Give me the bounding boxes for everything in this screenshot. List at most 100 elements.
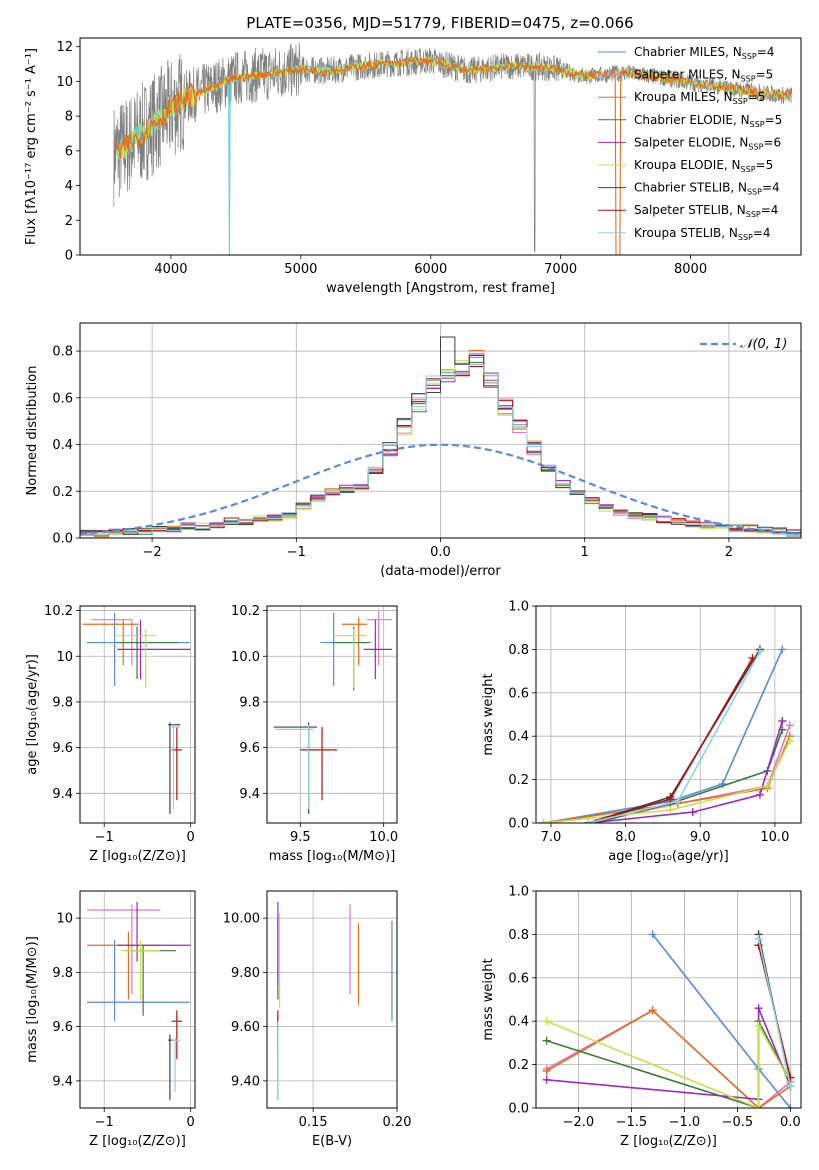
tick-label-y: 10.0 [231, 650, 260, 665]
weight-marker [539, 819, 548, 823]
legend-label: Salpeter MILES, NSSP=5 [634, 68, 773, 84]
panel-residuals: −2 −1 0.0 1 2 0.0 0.2 0.4 0.6 0.8 (data-model)/err… [25, 322, 802, 579]
errorbar-point [168, 722, 181, 814]
errorbar-point [125, 945, 176, 1016]
tick-label-x: 0.0 [430, 545, 451, 560]
weight-line [543, 649, 784, 823]
weight-marker [754, 1004, 763, 1013]
tick-label-y: 4 [65, 179, 73, 194]
tick-label-x: 6000 [414, 262, 447, 277]
tick-label-y: 10.2 [231, 604, 260, 619]
legend-entry: Salpeter ELODIE, NSSP=6 [598, 135, 781, 151]
weight-line [546, 1007, 792, 1101]
tick-label-x: 9.0 [690, 830, 711, 845]
axes-frame [266, 605, 398, 824]
tick-label-x: −1 [95, 1115, 114, 1130]
axis-label-y: age [log₁₀(age/yr)] [25, 654, 40, 775]
tick-label-x: 2 [725, 545, 733, 560]
axis-label-y: mass weight [481, 673, 496, 755]
figure-title: PLATE=0356, MJD=51779, FIBERID=0475, z=0… [246, 14, 633, 32]
tick-label-x: −1.0 [669, 1115, 701, 1130]
weight-marker [778, 645, 787, 654]
tick-label-y: 9.4 [52, 787, 73, 802]
weight-line [546, 1020, 792, 1108]
tick-label-x: −1 [287, 545, 306, 560]
tick-label-x: 4000 [154, 262, 187, 277]
weight-marker [754, 934, 763, 943]
weight-marker [755, 647, 764, 656]
tick-label-x: −0.5 [722, 1115, 754, 1130]
tick-label-x: 5000 [284, 262, 317, 277]
tick-label-y: 8 [65, 110, 73, 125]
legend-entry: Chabrier STELIB, NSSP=4 [598, 181, 780, 197]
tick-label-y: 2 [65, 214, 73, 229]
weight-marker [648, 930, 657, 939]
tick-label-y: 9.8 [52, 966, 73, 981]
tick-label-y: 9.4 [239, 787, 260, 802]
tick-label-x: 0.15 [299, 1115, 328, 1130]
legend-entry: Kroupa STELIB, NSSP=4 [598, 226, 771, 242]
tick-label-x: 8000 [674, 262, 707, 277]
errorbar-point [169, 724, 181, 810]
tick-label-y: 0.8 [52, 345, 73, 360]
axis-label-x: Z [log₁₀(Z/Z⊙)] [89, 849, 186, 864]
errorbar-point [112, 628, 157, 689]
weight-marker [786, 1104, 795, 1108]
legend-entry: Chabrier ELODIE, NSSP=5 [598, 113, 782, 129]
weight-marker [542, 1017, 551, 1026]
axes-frame [79, 890, 196, 1109]
weight-marker [666, 795, 675, 804]
tick-label-x: −1 [95, 830, 114, 845]
normal-curve [80, 443, 801, 535]
tick-label-y: 6 [65, 144, 73, 159]
axis-label-x: E(B-V) [312, 1134, 352, 1149]
axis-label-x: (data-model)/error [380, 564, 501, 579]
tick-label-y: 0.8 [508, 643, 529, 658]
tick-label-y: 0.0 [508, 817, 529, 832]
errorbar-point [273, 722, 317, 814]
panel-spectrum: 4000 5000 6000 7000 8000 0 2 4 6 8 10 12 wavelength … [24, 37, 802, 296]
tick-label-y: 9.6 [52, 1020, 73, 1035]
histogram-series [80, 364, 801, 536]
weight-marker [673, 797, 682, 806]
errorbar-point [363, 619, 392, 680]
panel-weight_vs_Z: −2.0 −1.5 −1.0 −0.5 0.0 0.0 0.2 0.4 0.6 0.8 1.0 Z [… [481, 885, 802, 1149]
tick-label-y: 10 [56, 75, 73, 90]
tick-label-y: 10 [56, 650, 73, 665]
plot-area [273, 610, 392, 814]
tick-label-y: 0.4 [52, 438, 73, 453]
weight-marker [786, 1082, 795, 1091]
weight-marker [748, 654, 757, 663]
tick-label-y: 10 [56, 912, 73, 927]
tick-label-y: 9.6 [52, 741, 73, 756]
legend-entry: Salpeter MILES, NSSP=5 [598, 68, 773, 84]
panel-mass_vs_EBV: 0.15 0.20 9.40 9.60 9.80 10.00 E(B-V) [223, 890, 411, 1149]
errorbar-point [342, 617, 367, 666]
tick-label-x: 1 [581, 545, 589, 560]
tick-label-y: 12 [56, 40, 73, 55]
tick-label-y: 0.2 [52, 485, 73, 500]
axes-frame [79, 37, 802, 256]
weight-marker [755, 790, 764, 799]
weight-marker [785, 736, 794, 745]
plot-area [542, 930, 795, 1108]
legend-entry: Kroupa ELODIE, NSSP=5 [598, 158, 773, 174]
panel-age_vs_mass: 9.5 10.0 9.4 9.6 9.8 10.0 10.2 mass [log₁₀(M/M⊙… [231, 604, 398, 864]
weight-marker [778, 717, 787, 726]
tick-label-x: 10.0 [369, 830, 398, 845]
errorbar-point [333, 628, 367, 689]
tick-label-x: −2 [143, 545, 162, 560]
errorbar-point [86, 931, 161, 1000]
axis-label-y: mass [log₁₀(M/M⊙)] [25, 936, 40, 1063]
legend-label: Kroupa STELIB, NSSP=4 [634, 226, 771, 242]
tick-label-y: 0.0 [52, 532, 73, 547]
legend-entry: Salpeter STELIB, NSSP=4 [598, 203, 778, 219]
weight-line [588, 720, 784, 823]
errorbar-point [171, 1037, 181, 1092]
weight-marker [785, 721, 794, 730]
weight-marker [666, 805, 675, 814]
axes-frame [535, 605, 802, 824]
tick-label-y: 0.8 [508, 928, 529, 943]
weight-marker [763, 782, 772, 791]
